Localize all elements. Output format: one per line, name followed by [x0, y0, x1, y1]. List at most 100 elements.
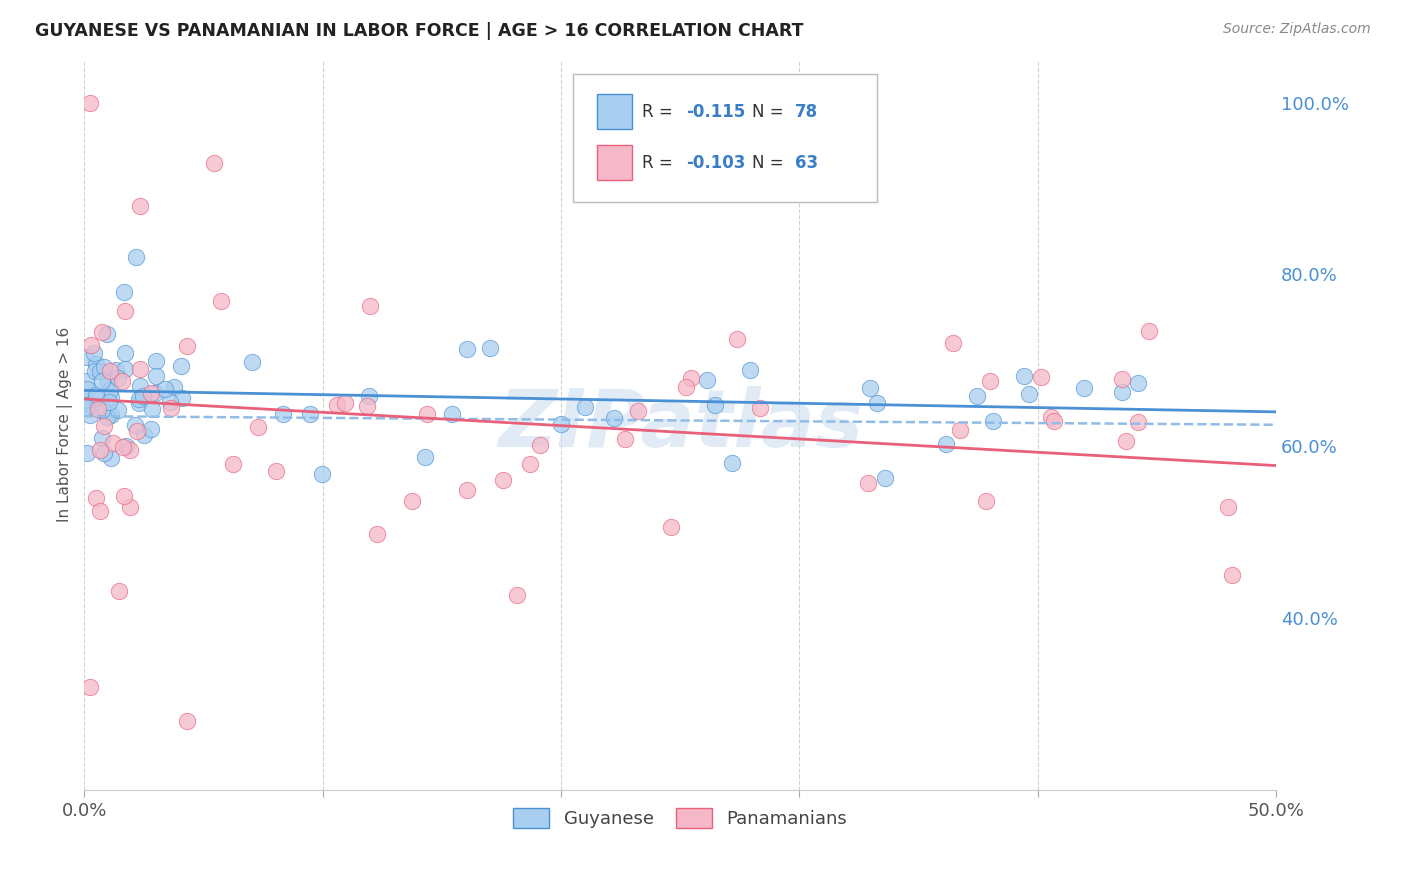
Point [101, 435, 124, 450]
Point [311, 467, 333, 481]
Point [1220, 568, 1243, 582]
Point [91, 325, 114, 339]
Point [456, 343, 478, 357]
Point [76, 446, 98, 460]
Point [325, 398, 347, 412]
Point [1042, 414, 1064, 428]
Text: N =: N = [752, 103, 789, 121]
Text: 63: 63 [794, 154, 818, 172]
Point [112, 285, 135, 299]
Point [333, 396, 356, 410]
Point [153, 382, 176, 396]
Point [96, 410, 118, 425]
Point [1115, 434, 1137, 449]
Point [89, 504, 111, 518]
Point [112, 489, 135, 503]
Point [603, 410, 626, 425]
Point [679, 371, 702, 385]
Point [979, 374, 1001, 388]
Point [1218, 500, 1240, 514]
Point [966, 389, 988, 403]
Point [441, 407, 464, 421]
Point [366, 527, 388, 541]
Point [104, 363, 127, 377]
Point [129, 378, 152, 392]
Point [170, 391, 193, 405]
Point [76, 382, 98, 396]
Point [98, 363, 121, 377]
Point [659, 520, 682, 534]
Point [519, 457, 541, 471]
Point [96, 326, 118, 341]
Point [529, 438, 551, 452]
Point [75, 351, 97, 365]
Point [359, 300, 381, 314]
Point [1029, 369, 1052, 384]
Point [1111, 372, 1133, 386]
Point [91, 431, 114, 445]
Point [79, 680, 101, 694]
FancyBboxPatch shape [572, 74, 877, 202]
Point [107, 402, 129, 417]
Point [118, 500, 141, 514]
Point [479, 341, 502, 355]
Point [271, 407, 294, 421]
Point [93, 446, 115, 460]
Text: -0.103: -0.103 [686, 154, 745, 172]
Point [79, 408, 101, 422]
Point [725, 332, 748, 346]
Text: ZIPatlas: ZIPatlas [498, 385, 863, 464]
Point [107, 583, 129, 598]
Legend: Guyanese, Panamanians: Guyanese, Panamanians [506, 800, 853, 836]
Point [93, 418, 115, 433]
Point [128, 392, 150, 406]
Point [202, 155, 225, 169]
Point [246, 419, 269, 434]
Point [209, 293, 232, 308]
Point [93, 360, 115, 375]
Point [866, 395, 889, 409]
Point [1111, 384, 1133, 399]
Point [75, 401, 97, 415]
Point [128, 396, 150, 410]
Point [222, 458, 245, 472]
Point [145, 354, 167, 368]
Point [1126, 415, 1149, 429]
Point [949, 423, 972, 437]
Point [875, 471, 897, 485]
Point [721, 456, 744, 470]
Point [159, 394, 181, 409]
Point [163, 380, 186, 394]
Point [981, 414, 1004, 428]
Point [100, 390, 122, 404]
Point [159, 401, 181, 415]
Point [127, 424, 149, 438]
Point [492, 473, 515, 487]
Point [550, 417, 572, 431]
Point [1018, 387, 1040, 401]
Point [100, 450, 122, 465]
FancyBboxPatch shape [596, 94, 633, 129]
Point [89, 364, 111, 378]
Point [83, 346, 105, 360]
Point [264, 464, 287, 478]
Text: GUYANESE VS PANAMANIAN IN LABOR FORCE | AGE > 16 CORRELATION CHART: GUYANESE VS PANAMANIAN IN LABOR FORCE | … [35, 22, 804, 40]
Point [141, 386, 163, 401]
Point [1137, 324, 1160, 338]
Point [176, 714, 198, 728]
Point [1039, 409, 1062, 424]
Point [506, 588, 529, 602]
Point [111, 374, 134, 388]
Point [129, 199, 152, 213]
Point [738, 363, 761, 377]
Point [356, 400, 378, 414]
Point [696, 373, 718, 387]
Point [118, 442, 141, 457]
Point [627, 403, 650, 417]
Point [1126, 376, 1149, 391]
Text: 78: 78 [794, 103, 818, 121]
Point [128, 361, 150, 376]
Point [87, 401, 110, 416]
Point [91, 403, 114, 417]
Point [125, 250, 148, 264]
